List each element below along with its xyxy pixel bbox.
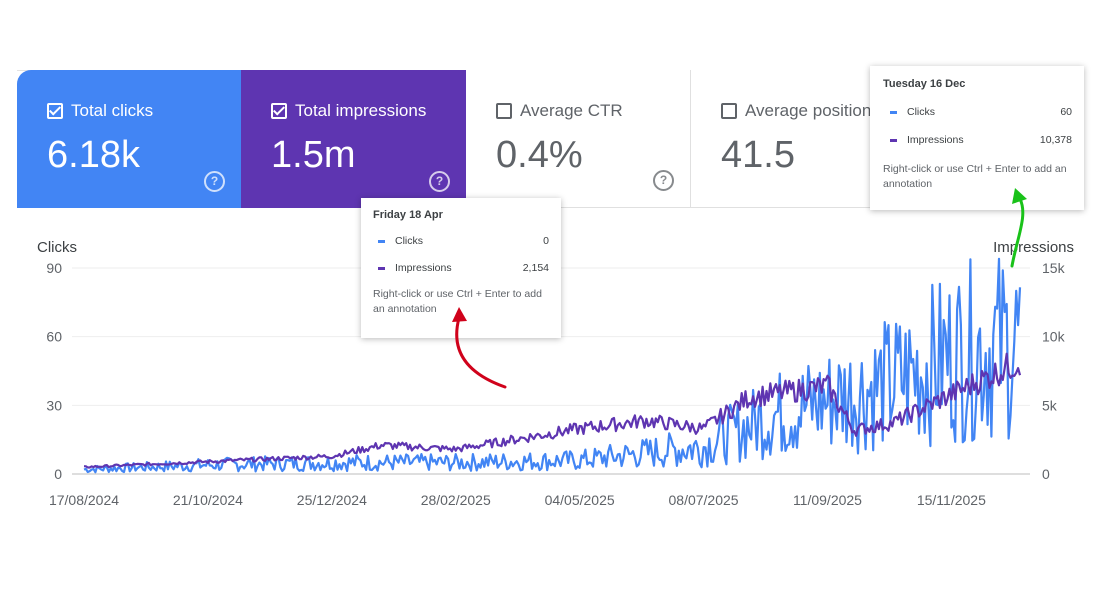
tooltip-clicks-value: 0	[543, 235, 549, 247]
total-clicks-card[interactable]: Total clicks 6.18k ?	[17, 70, 241, 208]
tooltip-tuesday: Tuesday 16 Dec Clicks 60 Impressions 10,…	[870, 66, 1084, 210]
left-tick-label: 60	[46, 329, 62, 345]
tooltip-clicks-label: Clicks	[907, 106, 935, 118]
clicks-legend-icon	[378, 239, 385, 243]
clicks-series-line	[83, 257, 1022, 474]
tooltip-date: Friday 18 Apr	[373, 209, 443, 221]
help-icon[interactable]: ?	[204, 171, 225, 192]
clicks-checkbox-icon[interactable]	[47, 103, 63, 119]
tooltip-impressions-label: Impressions	[907, 134, 964, 146]
left-tick-label: 30	[46, 397, 62, 413]
right-axis-label: Impressions	[993, 239, 1074, 256]
average-ctr-label: Average CTR	[520, 101, 623, 120]
left-axis-label: Clicks	[37, 239, 77, 256]
tooltip-annotation-hint: Right-click or use Ctrl + Enter to add a…	[373, 288, 542, 315]
right-tick-label: 10k	[1042, 329, 1066, 345]
impressions-legend-icon	[378, 266, 385, 270]
x-tick-label: 21/10/2024	[173, 492, 243, 508]
tooltip-date: Tuesday 16 Dec	[883, 78, 966, 90]
x-tick-label: 25/12/2024	[297, 492, 367, 508]
impressions-legend-icon	[890, 138, 897, 142]
total-clicks-value: 6.18k	[47, 134, 140, 176]
tooltip-annotation-hint: Right-click or use Ctrl + Enter to add a…	[883, 163, 1067, 190]
average-ctr-card[interactable]: Average CTR 0.4% ?	[466, 70, 691, 208]
x-tick-label: 28/02/2025	[421, 492, 491, 508]
help-icon[interactable]: ?	[653, 170, 674, 191]
average-position-label: Average position	[745, 101, 872, 120]
tooltip-impressions-label: Impressions	[395, 262, 452, 274]
x-tick-label: 17/08/2024	[49, 492, 119, 508]
right-tick-label: 15k	[1042, 260, 1066, 276]
total-clicks-label: Total clicks	[71, 101, 154, 120]
x-tick-label: 08/07/2025	[669, 492, 739, 508]
right-tick-label: 0	[1042, 466, 1050, 482]
total-impressions-card[interactable]: Total impressions 1.5m ?	[241, 70, 466, 208]
x-tick-label: 04/05/2025	[545, 492, 615, 508]
average-position-value: 41.5	[721, 134, 795, 176]
tooltip-clicks-value: 60	[1060, 106, 1072, 118]
help-icon[interactable]: ?	[429, 171, 450, 192]
total-impressions-label: Total impressions	[295, 101, 427, 120]
tooltip-friday: Friday 18 Apr Clicks 0 Impressions 2,154…	[361, 198, 561, 338]
ctr-checkbox-icon[interactable]	[496, 103, 512, 119]
right-tick-label: 5k	[1042, 397, 1058, 413]
left-tick-label: 90	[46, 260, 62, 276]
tooltip-impressions-value: 2,154	[522, 262, 549, 274]
x-tick-label: 11/09/2025	[793, 492, 862, 508]
impressions-checkbox-icon[interactable]	[271, 103, 287, 119]
x-tick-label: 15/11/2025	[917, 492, 986, 508]
clicks-legend-icon	[890, 110, 897, 114]
total-impressions-value: 1.5m	[271, 134, 356, 176]
tooltip-clicks-label: Clicks	[395, 235, 423, 247]
average-ctr-value: 0.4%	[496, 134, 583, 176]
tooltip-impressions-value: 10,378	[1039, 134, 1072, 146]
position-checkbox-icon[interactable]	[721, 103, 737, 119]
impressions-series-line	[83, 352, 1022, 469]
left-tick-label: 0	[54, 466, 62, 482]
